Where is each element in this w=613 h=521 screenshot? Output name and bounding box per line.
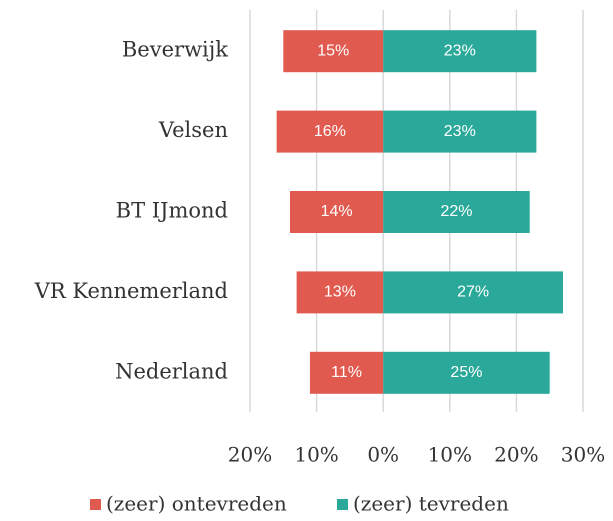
- value-label: 25%: [450, 364, 482, 381]
- x-tick-label: 10%: [428, 443, 472, 467]
- value-label: 13%: [324, 284, 356, 301]
- category-label: Velsen: [158, 118, 228, 142]
- x-tick-label: 20%: [228, 443, 272, 467]
- x-tick-label: 10%: [294, 443, 338, 467]
- x-tick-label: 20%: [494, 443, 538, 467]
- legend-swatch: [337, 499, 348, 510]
- category-label: BT IJmond: [116, 199, 228, 223]
- value-label: 11%: [331, 364, 362, 381]
- category-label: Nederland: [115, 359, 228, 383]
- value-label: 27%: [457, 284, 489, 301]
- category-label: VR Kennemerland: [34, 279, 228, 303]
- legend-label: (zeer) ontevreden: [106, 492, 287, 516]
- bar: [276, 110, 384, 153]
- bar: [383, 351, 550, 394]
- bar: [296, 271, 384, 314]
- value-label: 15%: [317, 42, 349, 59]
- value-label: 16%: [314, 123, 346, 140]
- bar: [283, 30, 384, 73]
- legend-swatch: [90, 499, 101, 510]
- bar: [383, 30, 537, 73]
- x-tick-label: 30%: [561, 443, 605, 467]
- value-label: 22%: [440, 203, 472, 220]
- x-tick-label: 0%: [367, 443, 399, 467]
- value-label: 23%: [444, 123, 476, 140]
- category-label: Beverwijk: [122, 38, 228, 62]
- bar: [289, 191, 384, 233]
- bar: [383, 271, 564, 314]
- value-label: 14%: [321, 203, 353, 220]
- bar: [383, 191, 530, 233]
- legend-label: (zeer) tevreden: [353, 492, 509, 516]
- bar: [309, 351, 384, 394]
- value-label: 23%: [444, 42, 476, 59]
- bar: [383, 110, 537, 153]
